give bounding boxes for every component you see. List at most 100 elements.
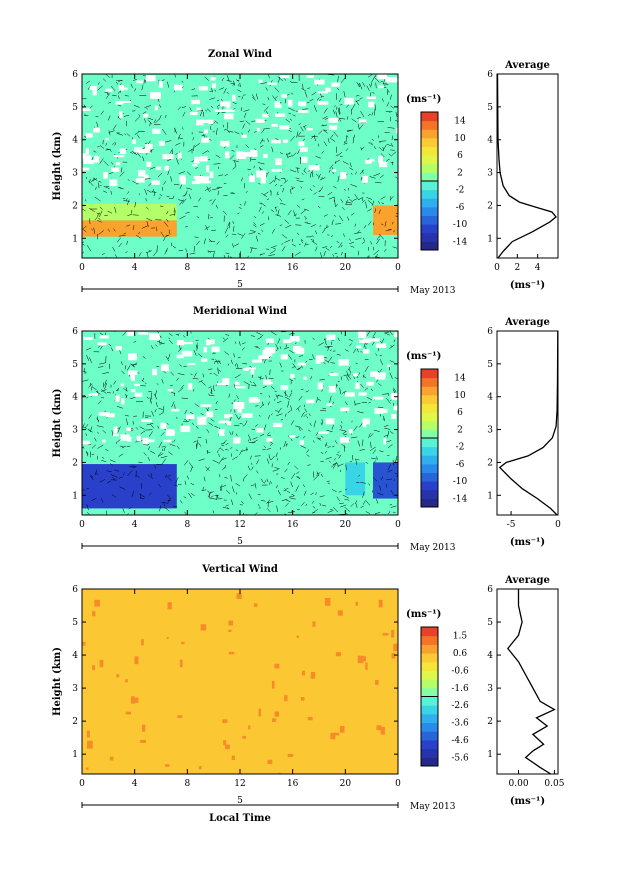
- missing-data-patch: [212, 83, 216, 88]
- x-tick-label: 16: [287, 263, 299, 273]
- x-tick-label: 4: [132, 520, 138, 530]
- vertical-wind-speck: [229, 652, 234, 654]
- missing-data-patch: [150, 336, 160, 339]
- missing-data-patch: [224, 113, 234, 119]
- missing-data-patch: [115, 395, 119, 401]
- average-y-tick-label: 3: [487, 169, 493, 179]
- missing-data-patch: [298, 363, 306, 366]
- missing-data-patch: [387, 365, 390, 367]
- y-tick-label: 3: [72, 426, 78, 436]
- missing-data-patch: [249, 175, 255, 182]
- average-y-tick-label: 1: [487, 491, 493, 501]
- missing-data-patch: [359, 119, 366, 122]
- average-y-tick-label: 3: [487, 426, 493, 436]
- average-y-tick-label: 4: [487, 393, 493, 403]
- colorbar-cell: [421, 155, 438, 164]
- date-tick-label: 5: [237, 280, 243, 290]
- missing-data-patch: [146, 162, 151, 167]
- colorbar-cell: [421, 473, 438, 482]
- vertical-wind-speck: [165, 764, 169, 767]
- y-tick-label: 3: [72, 684, 78, 694]
- missing-data-patch: [259, 355, 269, 359]
- colorbar-cell: [421, 190, 438, 199]
- missing-data-patch: [314, 80, 324, 85]
- average-y-tick-label: 5: [487, 103, 493, 113]
- missing-data-patch: [235, 386, 246, 388]
- missing-data-patch: [84, 160, 95, 164]
- missing-data-patch: [177, 340, 184, 345]
- missing-data-patch: [105, 138, 108, 140]
- missing-data-patch: [253, 399, 260, 402]
- missing-data-patch: [168, 389, 173, 391]
- missing-data-patch: [82, 168, 89, 171]
- missing-data-patch: [200, 156, 207, 161]
- missing-data-patch: [262, 114, 268, 117]
- missing-data-patch: [349, 429, 353, 433]
- colorbar-cell: [421, 121, 438, 130]
- colorbar-tick-label: 10: [454, 134, 466, 144]
- missing-data-patch: [192, 164, 197, 166]
- vertical-wind-speck: [100, 660, 104, 667]
- missing-data-patch: [339, 359, 349, 366]
- colorbar-tick-label: -3.6: [451, 719, 469, 729]
- missing-data-patch: [225, 109, 235, 111]
- y-tick-label: 5: [72, 103, 78, 113]
- vertical-wind-speck: [181, 642, 184, 644]
- missing-data-patch: [151, 180, 159, 184]
- missing-data-patch: [93, 90, 97, 96]
- date-tick-label: 5: [237, 537, 243, 547]
- missing-data-patch: [114, 427, 118, 434]
- missing-data-patch: [139, 149, 150, 153]
- colorbar-cell: [421, 644, 438, 653]
- average-title: Average: [504, 60, 550, 71]
- missing-data-patch: [232, 95, 235, 101]
- y-tick-label: 2: [72, 201, 78, 211]
- missing-data-patch: [83, 153, 86, 159]
- missing-data-patch: [316, 360, 321, 364]
- average-title: Average: [504, 575, 550, 586]
- colorbar-cell: [421, 490, 438, 499]
- average-frame: [497, 74, 558, 258]
- average-x-tick-label: 0.00: [509, 779, 529, 789]
- heatmap-region: [82, 220, 177, 236]
- x-tick-label: 0: [395, 263, 401, 273]
- missing-data-patch: [326, 418, 335, 424]
- colorbar-cell: [421, 198, 438, 207]
- missing-data-patch: [233, 402, 244, 409]
- missing-data-patch: [210, 172, 214, 178]
- colorbar-cell: [421, 412, 438, 421]
- colorbar-tick-label: -14: [453, 494, 468, 504]
- missing-data-patch: [353, 373, 359, 376]
- missing-data-patch: [215, 109, 225, 112]
- missing-data-patch: [150, 92, 161, 99]
- missing-data-patch: [318, 382, 323, 389]
- missing-data-patch: [164, 166, 169, 171]
- missing-data-patch: [283, 339, 291, 343]
- vertical-wind-speck: [167, 602, 171, 609]
- vertical-wind-speck: [201, 624, 207, 630]
- x-tick-label: 0: [395, 779, 401, 789]
- missing-data-patch: [129, 370, 133, 373]
- missing-data-patch: [263, 380, 271, 385]
- colorbar-tick-label: -14: [453, 237, 468, 247]
- missing-data-patch: [222, 142, 229, 147]
- average-frame: [497, 331, 558, 515]
- missing-data-patch: [233, 437, 240, 443]
- vertical-wind-speck: [375, 680, 379, 685]
- missing-data-patch: [131, 389, 136, 392]
- average-y-tick-label: 1: [487, 234, 493, 244]
- missing-data-patch: [82, 108, 90, 111]
- vertical-wind-speck: [116, 674, 119, 677]
- colorbar-cell: [421, 438, 438, 447]
- missing-data-patch: [155, 106, 158, 111]
- missing-data-patch: [356, 345, 361, 348]
- missing-data-patch: [290, 374, 294, 378]
- average-y-tick-label: 4: [487, 651, 493, 661]
- colorbar-cell: [421, 181, 438, 190]
- colorbar-cell: [421, 386, 438, 395]
- missing-data-patch: [159, 141, 165, 146]
- missing-data-patch: [396, 128, 402, 134]
- x-tick-label: 0: [79, 520, 85, 530]
- missing-data-patch: [271, 140, 281, 143]
- missing-data-patch: [363, 338, 371, 342]
